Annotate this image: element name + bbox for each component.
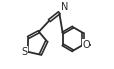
Text: O: O	[81, 40, 89, 50]
Text: N: N	[61, 2, 68, 12]
Text: S: S	[21, 47, 27, 57]
